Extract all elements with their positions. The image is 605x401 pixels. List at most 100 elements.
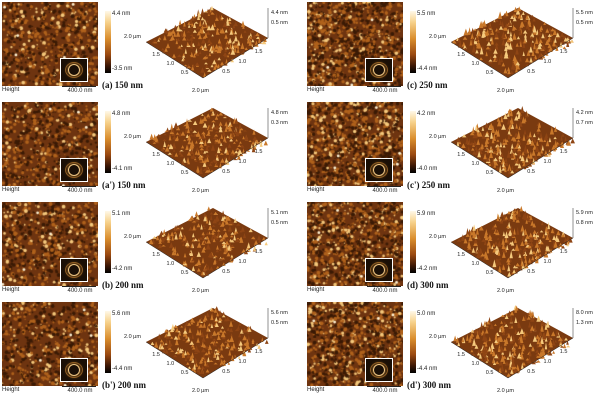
surface-peak [190, 15, 195, 21]
surface-peak [498, 25, 504, 30]
surface-peak [467, 229, 471, 236]
surface-peak [484, 252, 488, 259]
surface-peak [515, 47, 519, 55]
surface-peak [204, 266, 208, 270]
surface-peak [481, 131, 487, 139]
surface-peak [196, 165, 200, 172]
surface-peak [553, 136, 557, 140]
surface-peak [221, 210, 225, 215]
surface-peak [496, 144, 500, 150]
surface-peak [483, 323, 487, 327]
x-tick-label: 0.5 [181, 70, 189, 76]
panel-b: Height 400.0 nm 5.1 nm -4.2 nm (b) 200 nm 1.5… [0, 200, 300, 298]
surface-peak [178, 230, 183, 237]
surface-peak [522, 362, 526, 366]
surface-peak [189, 215, 194, 220]
surface-peak [503, 340, 507, 346]
surface-peak [234, 237, 240, 243]
surface-peak [564, 337, 568, 341]
color-scale-min: -4.4 nm [112, 366, 133, 372]
surface-peak [188, 226, 193, 231]
surface-peak [207, 128, 211, 135]
surface-peak [193, 368, 197, 373]
surface-peak [205, 154, 210, 158]
surface-peak [190, 51, 194, 58]
surface-peak [553, 240, 558, 248]
surface-peak [564, 136, 567, 142]
surface-peak [512, 334, 516, 342]
color-scale-max: 4.8 nm [112, 111, 131, 117]
axis-end-label-bottom: 2.0 µm [497, 188, 514, 194]
surface-peak [487, 29, 493, 34]
surface-peak [517, 6, 522, 12]
x-tick-label: 1.0 [472, 161, 480, 167]
surface-peak [191, 64, 195, 71]
surface-peak [206, 325, 210, 332]
surface-peak [517, 155, 520, 164]
surface-peak [500, 320, 503, 324]
surface-peak [184, 128, 188, 134]
surface-peak [520, 106, 525, 114]
surface-peak [235, 230, 239, 234]
surface-peak [535, 36, 539, 45]
surface-peak [508, 350, 512, 357]
surface-peak [485, 51, 488, 57]
surface-peak [475, 148, 479, 154]
surface-peak [476, 129, 480, 133]
surface-peak [201, 348, 206, 353]
surface-peak [202, 238, 206, 241]
surface-peak [171, 142, 177, 149]
surface-axis-edges [450, 337, 574, 379]
surface-peak [178, 330, 182, 336]
surface-peak [168, 134, 172, 141]
panel-caption: (a) 150 nm [102, 80, 143, 90]
surface-peak [195, 215, 200, 220]
surface-peak [209, 251, 213, 258]
surface-peak [207, 13, 211, 16]
surface-peak [229, 345, 234, 351]
surface-peak [544, 226, 548, 232]
surface-peak [178, 234, 183, 240]
surface-peak [182, 232, 185, 239]
z-axis-mid-label: 0.5 nm [271, 220, 288, 226]
surface-peak [216, 113, 220, 117]
surface-peak [510, 325, 514, 329]
surface-peak [494, 43, 499, 50]
surface-peak [215, 155, 219, 158]
surface-peak [512, 32, 516, 38]
surface-peak [184, 357, 188, 362]
surface-peak [186, 151, 192, 156]
surface-peak [504, 157, 508, 162]
z-axis-top-label: 4.2 nm [576, 110, 593, 116]
y-tick-label: 1.5 [560, 249, 568, 255]
surface-peak [224, 157, 228, 163]
surface-peak [211, 229, 217, 232]
surface-peak [566, 345, 571, 348]
surface-peak [220, 133, 224, 139]
surface-peak [500, 152, 504, 157]
surface-peak [532, 335, 538, 342]
surface-peak [188, 37, 194, 41]
y-tick-label: 1.5 [255, 149, 263, 155]
surface-peak [194, 150, 199, 155]
surface-peak [514, 328, 518, 334]
surface-peak [232, 141, 236, 144]
surface-peak [500, 354, 505, 362]
surface-peak [509, 335, 513, 342]
x-tick-label: 1.5 [152, 352, 160, 358]
surface-peak [494, 354, 499, 359]
surface-peak [221, 241, 227, 244]
surface-peak [180, 226, 184, 230]
surface-peak [544, 50, 548, 55]
surface-peak [196, 223, 201, 228]
surface-peak [198, 168, 203, 174]
surface-peak [530, 139, 535, 146]
surface-peak [212, 136, 218, 139]
surface-peak [502, 264, 506, 270]
scale-bar-label: 400.0 nm [372, 388, 398, 394]
surface-peak [515, 123, 518, 129]
axis-end-label-left: 2.0 µm [124, 334, 141, 340]
surface-peak [174, 137, 179, 142]
surface-peak [532, 157, 535, 164]
surface-peak [192, 320, 196, 323]
